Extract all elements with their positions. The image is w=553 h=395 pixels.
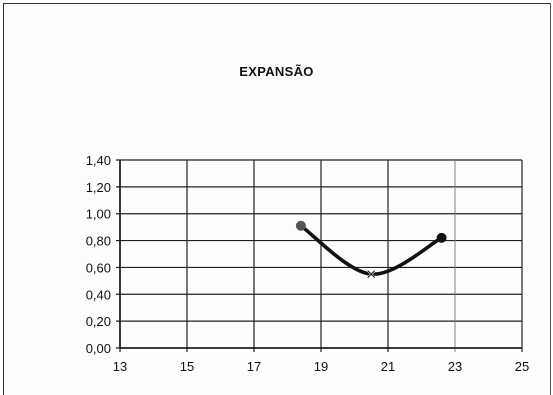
chart-title: EXPANSÃO	[239, 64, 314, 79]
x-tick-label: 15	[180, 359, 194, 374]
y-tick-label: 0,80	[86, 234, 111, 249]
x-tick-label: 21	[381, 359, 395, 374]
y-tick-label: 0,40	[86, 287, 111, 302]
y-tick-label: 1,00	[86, 207, 111, 222]
y-tick-label: 1,40	[86, 153, 111, 168]
data-point	[366, 269, 376, 279]
y-tick-label: 1,20	[86, 180, 111, 195]
tick-labels: 0,00 0,20 0,40 0,60 0,80 1,00 1,20 1,40 13 15 17 19…	[86, 153, 530, 374]
axes	[119, 160, 522, 349]
grid	[116, 159, 523, 352]
y-tick-label: 0,20	[86, 314, 111, 329]
x-tick-label: 13	[113, 359, 127, 374]
data-point	[295, 220, 306, 231]
y-tick-label: 0,60	[86, 260, 111, 275]
data-point	[436, 232, 447, 243]
series	[295, 220, 447, 279]
point-marker-stroke	[367, 270, 376, 278]
y-tick-label: 0,00	[86, 341, 111, 356]
x-tick-label: 25	[515, 359, 529, 374]
chart-frame	[3, 3, 551, 395]
x-tick-label: 17	[247, 359, 261, 374]
x-tick-label: 23	[448, 359, 462, 374]
x-tick-label: 19	[314, 359, 328, 374]
